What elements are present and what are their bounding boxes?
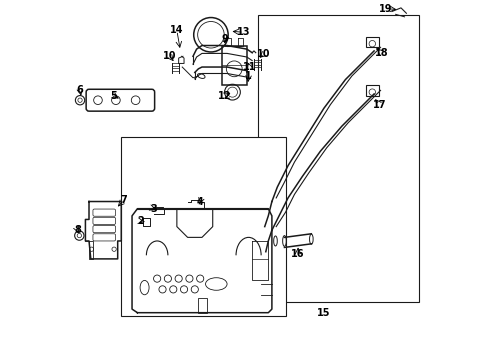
Text: 9: 9	[222, 35, 229, 44]
Text: 5: 5	[111, 91, 118, 101]
Bar	[198, 298, 207, 313]
Text: 15: 15	[317, 308, 331, 318]
Text: 4: 4	[197, 197, 203, 207]
Text: 6: 6	[76, 85, 83, 95]
Bar	[366, 37, 379, 47]
Bar	[258, 15, 419, 302]
Text: 8: 8	[74, 225, 81, 235]
Text: 1: 1	[245, 71, 252, 81]
Text: 17: 17	[373, 100, 386, 110]
Text: 11: 11	[243, 62, 256, 72]
Text: 7: 7	[121, 195, 127, 205]
Text: 10: 10	[163, 51, 176, 61]
Text: 3: 3	[150, 204, 157, 214]
Text: 2: 2	[138, 216, 145, 226]
Bar	[122, 137, 286, 316]
Text: 19: 19	[379, 4, 392, 14]
Text: 14: 14	[170, 26, 184, 35]
Text: 16: 16	[292, 248, 305, 258]
Bar	[221, 45, 247, 85]
Text: 13: 13	[237, 27, 251, 37]
Text: 10: 10	[257, 49, 271, 59]
Text: 12: 12	[218, 91, 231, 101]
Bar	[366, 85, 379, 96]
Text: 18: 18	[374, 48, 388, 58]
